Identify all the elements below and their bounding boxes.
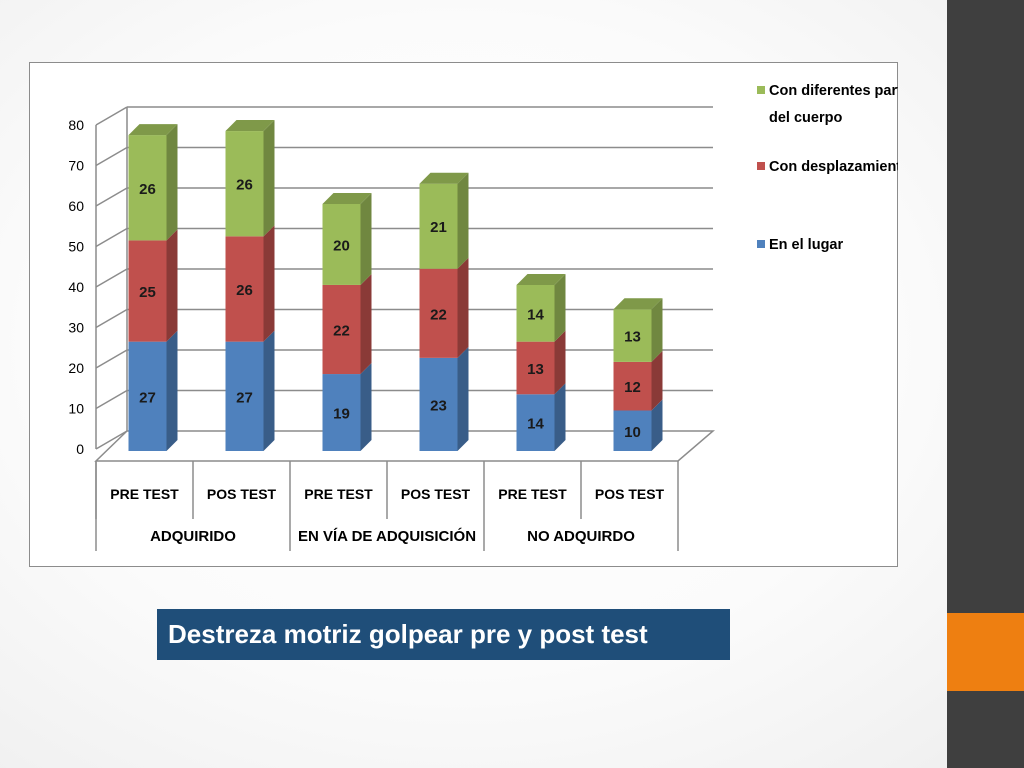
data-label: 26 [139, 181, 156, 198]
data-label: 21 [430, 219, 447, 236]
bar-segment [419, 183, 458, 269]
y-tick-label: 60 [68, 198, 84, 214]
side-wall-gridline [95, 146, 128, 167]
bar-segment [322, 284, 361, 375]
bar-segment-side [651, 350, 663, 411]
data-label: 14 [527, 306, 544, 323]
y-tick-label: 40 [68, 279, 84, 295]
bar-segment [516, 284, 555, 342]
category-label: POS TEST [207, 486, 277, 502]
group-label: ADQUIRIDO [150, 528, 236, 545]
bar-top [419, 172, 469, 184]
category-label: PRE TEST [110, 486, 179, 502]
bar-segment-side [166, 124, 178, 241]
bar-top [225, 120, 275, 132]
bar-segment [613, 410, 652, 451]
y-tick-label: 80 [68, 117, 84, 133]
side-wall-gridline [95, 308, 128, 329]
category-label: POS TEST [595, 486, 665, 502]
bar-segment-side [360, 192, 372, 285]
bar-segment-side [651, 298, 663, 362]
data-label: 26 [236, 177, 253, 194]
bar-segment-side [166, 229, 178, 342]
data-label: 27 [139, 389, 156, 406]
bar-segment [225, 131, 264, 237]
side-wall-gridline [95, 106, 128, 126]
bar-segment [516, 394, 555, 451]
category-label: PRE TEST [304, 486, 373, 502]
bar-segment-side [263, 330, 275, 451]
group-label: EN VÍA DE ADQUISICIÓN [298, 527, 476, 545]
data-label: 13 [527, 361, 544, 378]
data-label: 25 [139, 284, 156, 301]
y-tick-label: 0 [76, 441, 84, 457]
bar-segment-side [457, 257, 469, 358]
side-wall-gridline [95, 389, 128, 410]
side-wall-gridline [95, 349, 128, 369]
bar-segment [128, 341, 167, 451]
legend-swatch [757, 240, 765, 248]
data-label: 26 [236, 282, 253, 299]
stacked-bar-chart: 0 10 20 30 40 50 60 70 80 27 25 26 27 26 26 19 22 20 23 22 2… [68, 83, 898, 551]
bar-segment-side [166, 330, 178, 451]
bar-segment-side [360, 273, 372, 375]
y-tick-label: 70 [68, 158, 84, 174]
bar-segment-side [263, 225, 275, 342]
bar-segment-side [554, 330, 566, 395]
side-wall-gridline [95, 430, 128, 450]
slide-caption: Destreza motriz golpear pre y post test [157, 609, 730, 660]
bar-top [613, 298, 663, 310]
bar-segment-side [457, 346, 469, 451]
y-tick-label: 10 [68, 401, 84, 417]
bar-segment [225, 236, 264, 342]
bar-top [516, 273, 566, 285]
side-wall-gridline [95, 227, 128, 248]
y-tick-label: 50 [68, 239, 84, 255]
bar-segment [419, 357, 458, 451]
side-wall-gridline [95, 187, 128, 207]
category-label: PRE TEST [498, 486, 567, 502]
bar-segment [516, 341, 555, 395]
data-label: 23 [430, 397, 447, 414]
bar-top [322, 192, 372, 204]
bar-segment [128, 240, 167, 342]
bar-top [128, 124, 178, 136]
bar-segment-side [360, 363, 372, 451]
legend-label: Con diferentes partes [769, 83, 898, 99]
data-label: 13 [624, 329, 641, 346]
bar-segment-side [554, 383, 566, 451]
sidebar-accent-block [947, 613, 1024, 691]
bar-segment [322, 374, 361, 451]
bar-segment-side [263, 120, 275, 237]
bar-segment-side [554, 273, 566, 342]
legend-label: En el lugar [769, 237, 843, 253]
data-label: 14 [527, 416, 544, 433]
data-label: 10 [624, 424, 641, 441]
bar-segment [225, 341, 264, 451]
bar-segment [322, 203, 361, 285]
y-tick-label: 20 [68, 360, 84, 376]
bar-segment-side [651, 399, 663, 451]
bar-segment [419, 268, 458, 358]
data-label: 22 [430, 306, 447, 323]
legend-swatch [757, 162, 765, 170]
data-label: 12 [624, 379, 641, 396]
y-tick-label: 30 [68, 320, 84, 336]
legend-swatch [757, 86, 765, 94]
bar-segment [613, 361, 652, 411]
data-label: 19 [333, 406, 350, 423]
bar-segment-side [457, 172, 469, 269]
legend-label: del cuerpo [769, 110, 842, 126]
data-label: 20 [333, 237, 350, 254]
legend-label: Con desplazamiento [769, 159, 898, 175]
data-label: 27 [236, 389, 253, 406]
bar-segment [128, 135, 167, 241]
bar-segment [613, 309, 652, 362]
data-label: 22 [333, 323, 350, 340]
category-label: POS TEST [401, 486, 471, 502]
side-wall-gridline [95, 268, 128, 288]
group-label: NO ADQUIRDO [527, 528, 635, 545]
